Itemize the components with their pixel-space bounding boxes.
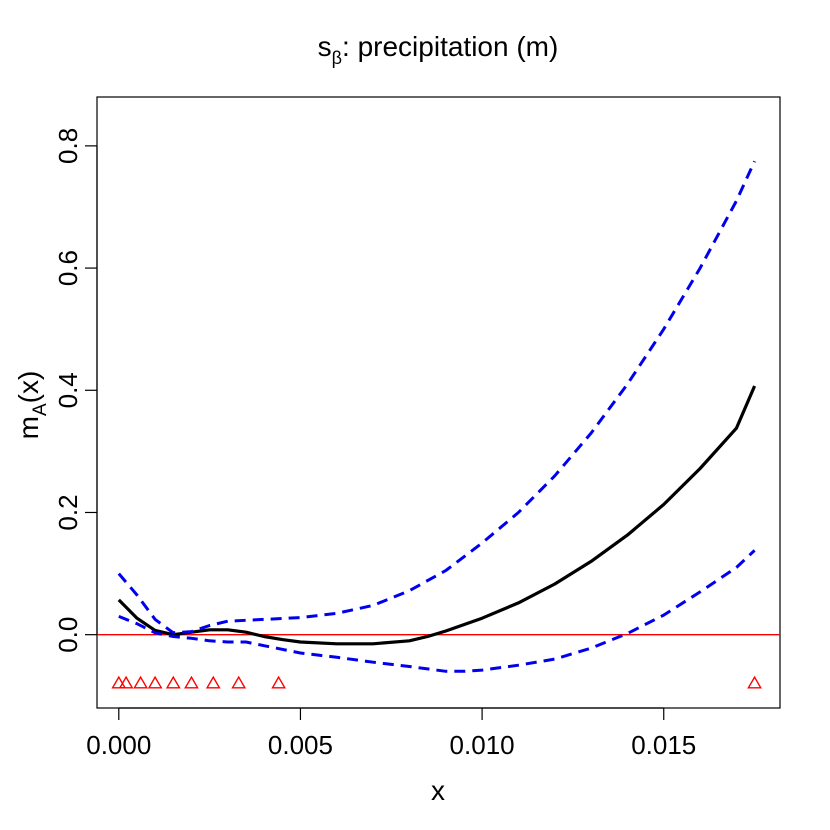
- y-tick-label-4: 0.8: [53, 128, 83, 164]
- data-marker-6: [205, 675, 221, 689]
- data-marker-4: [165, 675, 181, 689]
- x-tick-label-1: 0.005: [268, 730, 333, 760]
- plot-area: [96, 96, 781, 709]
- chart-title-subscript: β: [332, 48, 342, 68]
- data-marker-9: [747, 675, 762, 689]
- y-axis-title-main: m: [13, 416, 44, 439]
- plot-frame: [96, 96, 781, 709]
- x-axis: 0.000 0.005 0.010 0.015: [86, 707, 696, 760]
- series-line-estimate: [117, 385, 757, 646]
- data-marker-3: [147, 675, 163, 689]
- data-marker-2: [133, 675, 149, 689]
- y-tick-label-1: 0.2: [53, 494, 83, 530]
- data-marker-8: [271, 675, 287, 689]
- x-tick-label-3: 0.015: [631, 730, 696, 760]
- y-tick-label-0: 0.0: [53, 617, 83, 653]
- x-tick-label-0: 0.000: [86, 730, 151, 760]
- y-tick-label-3: 0.6: [53, 250, 83, 286]
- data-marker-5: [184, 675, 199, 689]
- y-axis-title: mA(x): [13, 371, 51, 440]
- chart-title-rest: : precipitation (m): [342, 31, 558, 62]
- data-marker-1: [118, 675, 134, 689]
- series-line-upper: [117, 160, 756, 635]
- y-tick-label-2: 0.4: [53, 372, 83, 408]
- series-line-lower: [118, 549, 756, 673]
- data-marker-7: [231, 675, 247, 689]
- y-axis: 0.0 0.2 0.4 0.6 0.8: [53, 128, 98, 653]
- data-marker-0: [111, 675, 127, 689]
- chart-title-main: s: [318, 31, 332, 62]
- y-axis-title-rest: (x): [13, 371, 44, 404]
- x-tick-label-2: 0.010: [450, 730, 515, 760]
- chart-title: sβ: precipitation (m): [318, 31, 559, 68]
- x-axis-title: x: [431, 775, 445, 806]
- y-axis-title-subscript: A: [30, 403, 51, 416]
